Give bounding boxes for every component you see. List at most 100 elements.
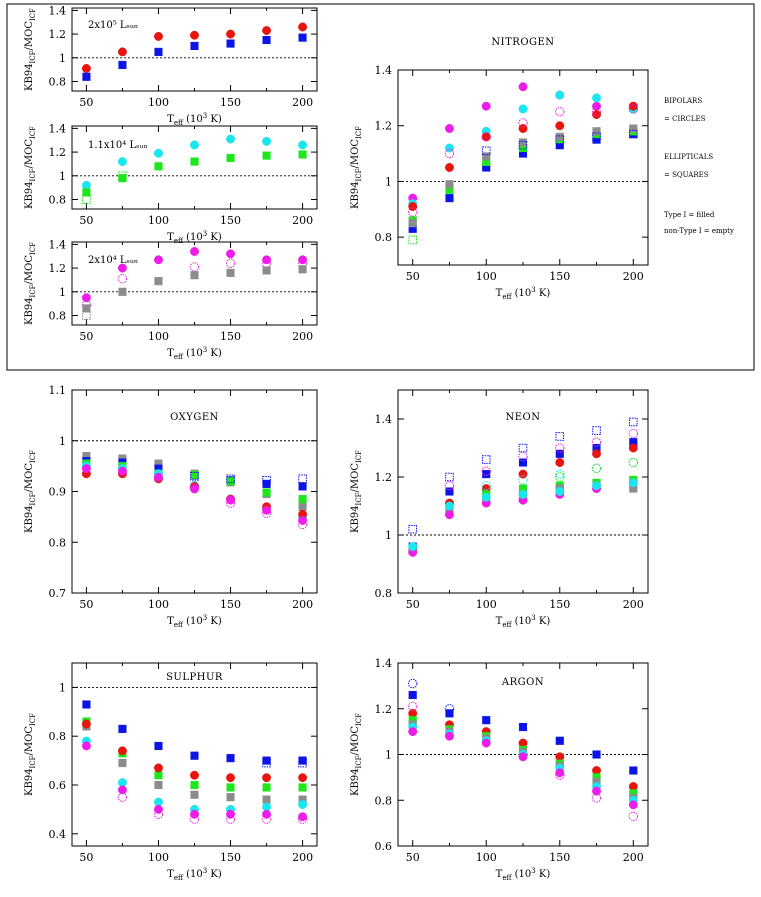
y-tick-label: 1.2 [375, 120, 393, 133]
filled-circle-point [555, 487, 565, 496]
filled-square-point [154, 47, 163, 56]
empty-circle-point [591, 463, 602, 473]
filled-square-point [82, 700, 91, 709]
filled-circle-point [481, 738, 491, 748]
empty-square-point [481, 146, 491, 156]
x-axis-label: Teff (103 K) [167, 230, 222, 245]
x-axis-label: Teff (103 K) [496, 286, 551, 301]
filled-circle-point [154, 804, 163, 814]
filled-circle-point [298, 140, 308, 150]
x-tick-label: 50 [406, 598, 420, 611]
empty-circle-point [225, 498, 236, 508]
y-axis-label: KB94ICF/MOCICF [24, 126, 37, 209]
y-tick-label: 0.6 [375, 840, 393, 853]
filled-circle-point [445, 143, 454, 153]
y-axis-label: KB94ICF/MOCICF [24, 450, 37, 533]
filled-square-point [555, 449, 564, 458]
filled-square-point [118, 174, 127, 183]
filled-square-point [154, 771, 163, 780]
filled-square-point [190, 780, 199, 790]
chart-title: OXYGEN [170, 412, 219, 423]
x-axis-label: Teff (103 K) [167, 346, 222, 361]
filled-circle-point [408, 727, 418, 737]
y-tick-label: 0.4 [49, 828, 67, 841]
y-tick-label: 1.2 [49, 262, 67, 275]
empty-circle-point [481, 132, 491, 142]
x-tick-label: 150 [220, 214, 241, 227]
filled-square-point [262, 795, 271, 804]
empty-square-point [628, 417, 638, 427]
filled-circle-point [117, 785, 127, 795]
filled-circle-point [190, 30, 199, 40]
chart-nitrogen: 50 100 150 200 0.8 1 1.2 1.4 Teff (103 K) KB94ICF… [350, 37, 649, 301]
x-axis-label: Teff (103 K) [496, 614, 551, 629]
filled-circle-point [117, 466, 127, 476]
filled-circle-point [154, 472, 163, 482]
filled-square-point [154, 162, 163, 171]
luminosity-annotation: 2x10⁴ Lₛᵤₙ [88, 255, 138, 266]
empty-circle-point [518, 452, 528, 462]
x-tick-label: 100 [148, 214, 169, 227]
x-tick-label: 200 [292, 96, 313, 109]
y-tick-label: 1 [385, 175, 392, 188]
filled-circle-point [298, 255, 308, 265]
x-tick-label: 150 [549, 851, 570, 864]
y-tick-label: 1.2 [49, 146, 67, 159]
y-tick-label: 1.4 [375, 413, 393, 426]
filled-circle-point [262, 255, 272, 265]
empty-square-point [408, 524, 418, 534]
empty-circle-point [444, 704, 455, 714]
empty-square-point [408, 235, 418, 245]
y-tick-label: 1 [59, 52, 66, 65]
legend-circles: = CIRCLES [664, 115, 706, 123]
empty-square-point [481, 455, 491, 464]
x-tick-label: 200 [292, 851, 313, 864]
filled-square-point [555, 132, 564, 141]
chart-sulphur: 50 100 150 200 0.4 0.6 0.8 1 Teff (103 K) KB94ICF… [24, 662, 318, 882]
y-tick-label: 1 [59, 286, 66, 299]
filled-square-point [482, 716, 491, 725]
filled-circle-point [445, 501, 454, 511]
filled-square-point [298, 756, 307, 765]
empty-square-point [118, 171, 127, 181]
empty-square-point [82, 311, 91, 320]
y-tick-label: 0.8 [49, 194, 67, 207]
filled-square-point [555, 736, 564, 745]
filled-square-point [262, 35, 271, 45]
filled-square-point [190, 41, 199, 50]
filled-circle-point [226, 134, 235, 144]
empty-circle-point [297, 519, 308, 530]
filled-circle-point [592, 481, 601, 491]
empty-circle-point [591, 107, 602, 117]
filled-square-point [154, 277, 163, 286]
top-group-frame [6, 3, 755, 371]
x-tick-label: 50 [79, 851, 93, 864]
filled-square-point [445, 180, 454, 189]
x-tick-label: 100 [148, 851, 169, 864]
empty-square-point [592, 426, 601, 435]
x-tick-label: 200 [623, 851, 644, 864]
empty-square-point [518, 140, 528, 150]
filled-square-point [298, 33, 307, 42]
filled-square-point [482, 470, 491, 479]
filled-square-point [190, 790, 199, 799]
filled-circle-point [298, 773, 308, 783]
filled-circle-point [628, 478, 638, 488]
y-tick-label: 0.8 [49, 310, 67, 323]
x-tick-label: 50 [79, 96, 93, 109]
empty-circle-point [444, 148, 455, 159]
filled-circle-point [592, 449, 601, 459]
x-axis-label: Teff (103 K) [167, 112, 222, 127]
empty-circle-point [555, 472, 565, 482]
y-tick-label: 1.4 [375, 657, 393, 670]
filled-square-point [226, 39, 235, 48]
filled-circle-point [555, 90, 565, 100]
filled-circle-point [445, 163, 454, 172]
filled-circle-point [445, 510, 454, 520]
filled-square-point [298, 783, 307, 792]
empty-square-point [82, 195, 91, 204]
filled-circle-point [592, 93, 601, 103]
empty-square-point [628, 129, 638, 139]
